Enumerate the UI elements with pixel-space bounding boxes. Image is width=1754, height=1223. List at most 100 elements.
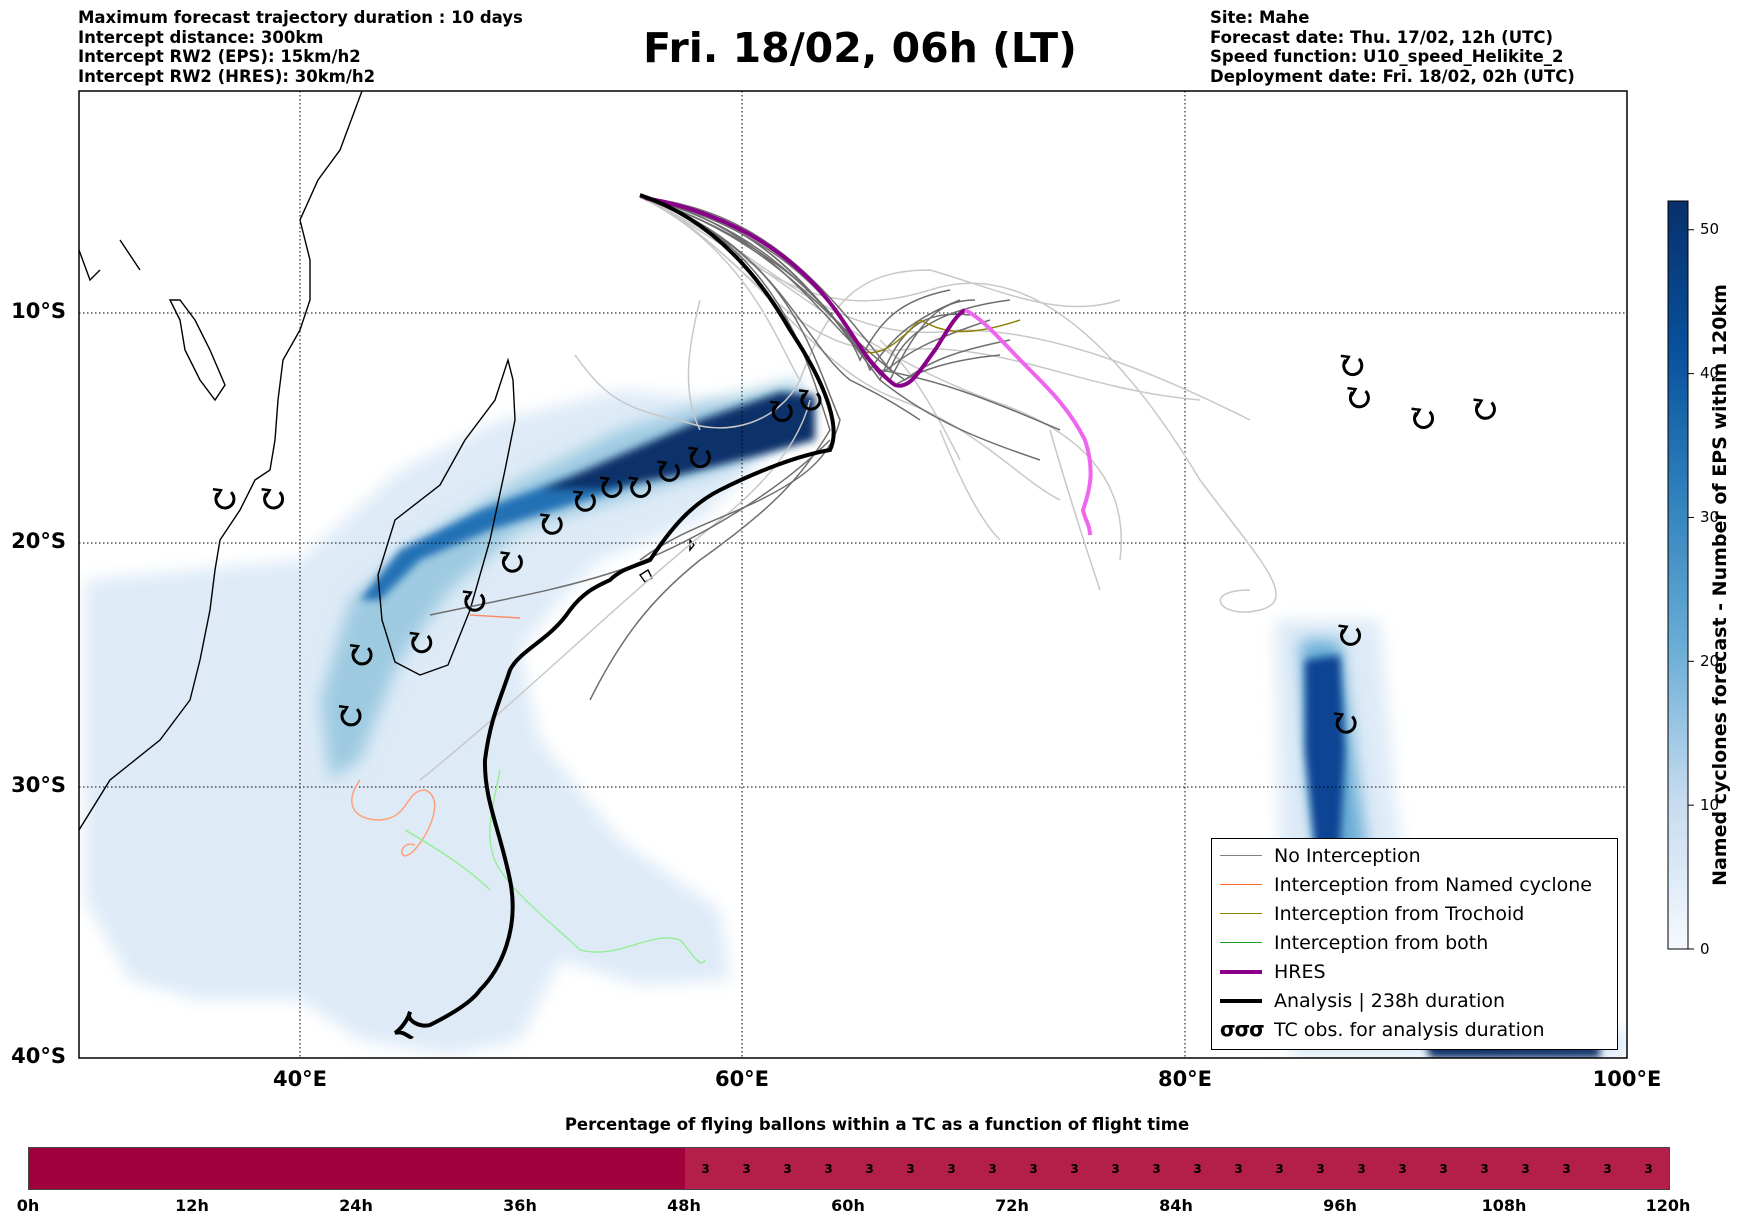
legend-item-hres: HRES: [1212, 959, 1617, 985]
percentage-segment: 3: [1505, 1148, 1546, 1189]
legend-swatch: [1220, 855, 1262, 856]
percentage-segment: 3: [972, 1148, 1013, 1189]
tc-obs-marker-tail: [409, 631, 420, 642]
tc-obs-marker-tail: [573, 490, 584, 501]
colorbar-tick-30: 30: [1700, 508, 1720, 526]
time-label: 24h: [339, 1196, 373, 1215]
header-right-line-1: Site: Mahe: [1210, 8, 1310, 27]
legend-swatch: [1220, 942, 1262, 943]
lat-label-30s: 30°S: [11, 773, 66, 797]
tc-obs-marker: [659, 463, 680, 482]
percentage-segment: [152, 1148, 193, 1189]
time-label: 12h: [175, 1196, 209, 1215]
percentage-segment: [316, 1148, 357, 1189]
header-right-info: Site: Mahe Forecast date: Thu. 17/02, 12…: [1210, 8, 1575, 86]
percentage-segment: 3: [1341, 1148, 1382, 1189]
tc-obs-marker: [501, 554, 523, 573]
legend: No Interception Interception from Named …: [1211, 838, 1618, 1050]
both-interception-trajectory-2: [404, 829, 491, 891]
percentage-segment: 3: [1095, 1148, 1136, 1189]
lon-label-80e: 80°E: [1157, 1067, 1213, 1091]
trochoid-interception-trajectory: [859, 319, 1021, 354]
legend-item-both: Interception from both: [1212, 930, 1617, 956]
tc-obs-marker-tail: [212, 488, 223, 498]
percentage-segment: 3: [808, 1148, 849, 1189]
time-label: 72h: [995, 1196, 1029, 1215]
time-label: 96h: [1323, 1196, 1357, 1215]
time-label: 84h: [1159, 1196, 1193, 1215]
lat-label-20s: 20°S: [11, 529, 66, 553]
percentage-segment: [357, 1148, 398, 1189]
percentage-segment: 3: [1464, 1148, 1505, 1189]
percentage-segment: 3: [1587, 1148, 1628, 1189]
legend-swatch: [1220, 913, 1262, 914]
percentage-segment: [111, 1148, 152, 1189]
colorbar-tick-20: 20: [1700, 652, 1720, 670]
tc-obs-marker-tail: [688, 446, 699, 457]
tc-obs-marker-tail: [599, 476, 610, 487]
tc-obs-marker-tail: [1333, 712, 1345, 723]
tc-obs-marker-tail: [1338, 624, 1349, 635]
percentage-segment: 3: [1259, 1148, 1300, 1189]
header-left-line-3: Intercept RW2 (EPS): 15km/h2: [78, 47, 361, 66]
percentage-segment: 3: [1136, 1148, 1177, 1189]
tc-obs-marker: [574, 493, 596, 512]
tc-obs-marker-tail: [349, 643, 361, 654]
colorbar: [1667, 200, 1689, 950]
legend-item-tc-obs: σσσ TC obs. for analysis duration: [1212, 1017, 1617, 1043]
tc-obs-marker: [411, 634, 433, 654]
percentage-segment: 3: [767, 1148, 808, 1189]
header-right-line-4: Deployment date: Fri. 18/02, 02h (UTC): [1210, 66, 1575, 86]
percentage-segment: [70, 1148, 111, 1189]
colorbar-tick-40: 40: [1700, 364, 1720, 382]
time-label: 36h: [503, 1196, 537, 1215]
tc-observations: [212, 354, 1496, 734]
percentage-segment: [29, 1148, 70, 1189]
tc-obs-marker: [541, 516, 563, 535]
header-right-line-3: Speed function: U10_speed_Helikite_2: [1210, 47, 1564, 66]
map-frame: [78, 90, 1628, 1059]
legend-item-analysis: Analysis | 238h duration: [1212, 988, 1617, 1014]
legend-swatch: [1220, 884, 1262, 885]
legend-label: Interception from Named cyclone: [1274, 874, 1592, 896]
percentage-segment: 3: [1054, 1148, 1095, 1189]
time-label: 108h: [1481, 1196, 1527, 1215]
tc-symbol-icon: σσσ: [1220, 1017, 1265, 1041]
analysis-trajectory: [393, 193, 836, 1039]
page-title: Fri. 18/02, 06h (LT): [643, 24, 1077, 72]
percentage-segment: [480, 1148, 521, 1189]
lat-label-40s: 40°S: [11, 1044, 66, 1068]
legend-label: No Interception: [1274, 845, 1421, 867]
percentage-segment: 3: [1013, 1148, 1054, 1189]
legend-label: TC obs. for analysis duration: [1274, 1019, 1545, 1041]
header-left-line-2: Intercept distance: 300km: [78, 27, 324, 47]
tc-obs-marker-tail: [540, 513, 551, 524]
tc-obs-marker-tail: [657, 460, 668, 471]
percentage-segment: [275, 1148, 316, 1189]
tc-obs-marker: [1340, 627, 1362, 646]
legend-swatch: [1220, 999, 1262, 1003]
percentage-segment: [193, 1148, 234, 1189]
percentage-segment: 3: [890, 1148, 931, 1189]
percentage-segment: [644, 1148, 685, 1189]
percentage-segment: 3: [685, 1148, 726, 1189]
tc-obs-marker: [340, 708, 362, 727]
lat-label-10s: 10°S: [11, 299, 66, 323]
tc-obs-marker-tail: [1347, 386, 1358, 397]
colorbar-tick-0: 0: [1700, 940, 1710, 958]
tc-obs-marker-tail: [798, 389, 809, 400]
header-right-line-2: Forecast date: Thu. 17/02, 12h (UTC): [1210, 27, 1554, 47]
tc-obs-marker: [464, 593, 486, 612]
tc-obs-marker-tail: [261, 488, 272, 498]
tc-obs-marker-tail: [770, 400, 781, 411]
percentage-segment: [521, 1148, 562, 1189]
percentage-segment: 3: [726, 1148, 767, 1189]
tc-obs-marker-tail: [1411, 407, 1422, 418]
percentage-segment: 3: [1177, 1148, 1218, 1189]
tc-obs-marker: [1475, 401, 1496, 420]
colorbar-tick-marks: [1688, 229, 1694, 950]
percentage-segment: [234, 1148, 275, 1189]
legend-label: HRES: [1274, 961, 1326, 983]
legend-label: Interception from Trochoid: [1274, 903, 1525, 925]
